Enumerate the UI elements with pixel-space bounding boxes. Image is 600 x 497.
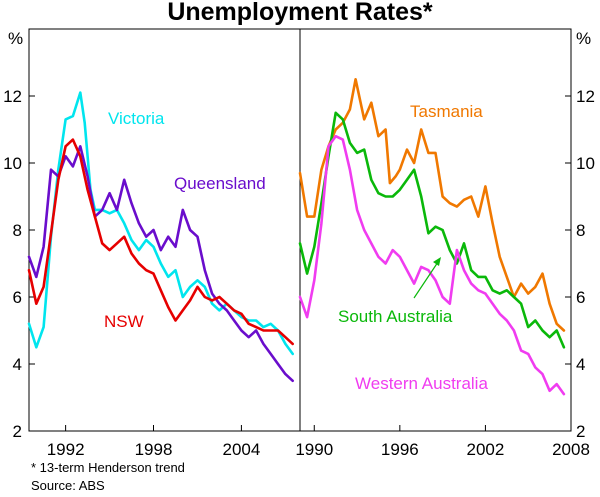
series-line-western-australia <box>298 134 566 396</box>
right-ytick-label: 10 <box>576 154 595 173</box>
xtick-label: 1998 <box>135 440 173 459</box>
left-ytick-label: 10 <box>3 154 22 173</box>
south-australia-pointer-head <box>433 257 441 266</box>
series-line-victoria <box>27 91 295 356</box>
series-label-victoria: Victoria <box>108 109 165 128</box>
left-y-unit: % <box>8 29 23 48</box>
series-line-tasmania <box>298 78 566 332</box>
xtick-label: 2004 <box>222 440 260 459</box>
series-line-nsw <box>27 138 295 346</box>
right-ytick-label: 6 <box>576 288 585 307</box>
right-ytick-label: 8 <box>576 221 585 240</box>
series-line-queensland <box>27 145 295 383</box>
left-ytick-label: 6 <box>13 288 22 307</box>
right-y-unit: % <box>576 29 591 48</box>
series-label-tasmania: Tasmania <box>410 102 483 121</box>
chart-title: Unemployment Rates* <box>167 0 433 26</box>
left-ytick-label: 2 <box>13 422 22 441</box>
xtick-label: 1990 <box>295 440 333 459</box>
xtick-label: 1992 <box>47 440 85 459</box>
series-label-western-australia: Western Australia <box>355 374 488 393</box>
xtick-label: 1996 <box>381 440 419 459</box>
source-note: Source: ABS <box>31 478 105 493</box>
south-australia-pointer <box>413 261 439 299</box>
series-label-queensland: Queensland <box>174 174 266 193</box>
chart-marks: 2 2 4 4 6 6 8 8 10 10 12 12 1992 1998 2004 Victoria Quee… <box>3 78 595 459</box>
left-ytick-label: 12 <box>3 87 22 106</box>
left-ytick-label: 4 <box>13 355 22 374</box>
series-label-nsw: NSW <box>104 312 144 331</box>
series-line-south-australia <box>298 111 566 349</box>
right-ytick-label: 12 <box>576 87 595 106</box>
right-ytick-label: 2 <box>576 422 585 441</box>
series-label-south-australia: South Australia <box>338 307 453 326</box>
left-ytick-label: 8 <box>13 221 22 240</box>
right-ytick-label: 4 <box>576 355 585 374</box>
xtick-label: 2008 <box>552 440 590 459</box>
xtick-label: 2002 <box>467 440 505 459</box>
footnote: * 13-term Henderson trend <box>31 460 185 475</box>
